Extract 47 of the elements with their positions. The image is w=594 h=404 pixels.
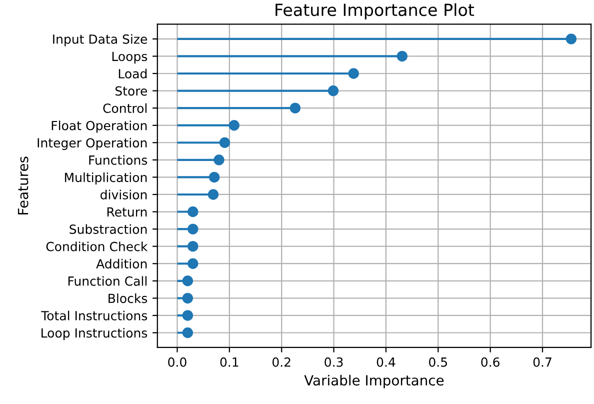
point (182, 327, 194, 338)
point (182, 310, 194, 321)
y-tick-label: Float Operation (52, 120, 147, 133)
point (208, 189, 219, 200)
x-tick-label: 0.3 (324, 357, 343, 367)
y-tick-label: Load (118, 68, 147, 78)
y-tick-label: Return (107, 207, 147, 217)
x-tick-label: 0.7 (533, 357, 552, 367)
y-tick-label: Integer Operation (38, 138, 147, 150)
x-tick-label: 0.0 (168, 357, 186, 367)
point (228, 120, 240, 131)
point (214, 154, 224, 166)
point (188, 240, 198, 252)
x-tick-label: 0.6 (481, 357, 500, 367)
point (182, 276, 194, 286)
y-tick-label: Store (115, 86, 148, 96)
y-tick-label: Functions (89, 155, 148, 165)
x-tick-label: 0.1 (220, 357, 238, 367)
point (208, 172, 220, 183)
y-tick-label: Function Call (68, 276, 147, 286)
point (348, 68, 359, 79)
point (188, 224, 198, 234)
point (219, 137, 230, 148)
point (566, 34, 577, 44)
y-tick-label: Loop Instructions (42, 328, 148, 340)
x-tick-label: 0.5 (429, 357, 447, 367)
y-tick-label: Multiplication (65, 172, 147, 185)
chart-title: Feature Importance Plot (276, 3, 474, 20)
point (188, 206, 198, 218)
y-tick-label: Input Data Size (53, 34, 148, 46)
x-axis-title: Variable Importance (304, 374, 444, 388)
y-axis-title: Features (18, 156, 28, 214)
y-tick-label: Blocks (108, 293, 148, 304)
point (290, 102, 301, 114)
y-tick-label: division (100, 190, 147, 200)
x-tick-label: 0.2 (272, 357, 290, 367)
y-tick-label: Addition (96, 258, 147, 269)
y-tick-label: Condition Check (46, 242, 148, 252)
point (188, 258, 198, 269)
y-tick-label: Total Instructions (41, 310, 148, 320)
point (396, 50, 408, 62)
x-tick-label: 0.4 (376, 357, 396, 367)
point (182, 292, 194, 304)
point (328, 85, 339, 96)
y-tick-label: Loops (112, 52, 148, 64)
y-tick-label: Control (103, 103, 147, 113)
y-tick-label: Substraction (70, 224, 147, 234)
